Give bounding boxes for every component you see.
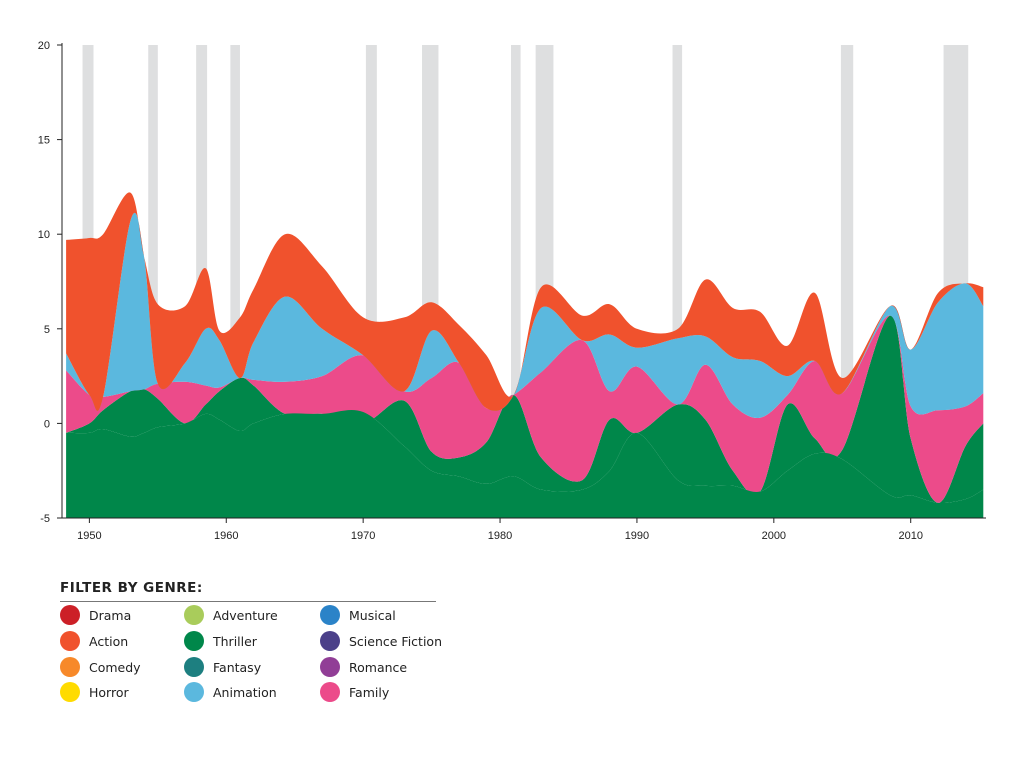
genre-filter-adventure[interactable]: Adventure: [184, 605, 278, 625]
genre-label: Animation: [213, 684, 277, 700]
genre-label: Drama: [89, 607, 132, 623]
genre-label: Romance: [349, 659, 408, 675]
y-tick-label: 10: [38, 229, 50, 241]
genre-filter-animation[interactable]: Animation: [184, 682, 277, 702]
highlight-band: [365, 45, 377, 424]
genre-color-dot-icon: [320, 605, 340, 625]
genre-filter-musical[interactable]: Musical: [320, 605, 396, 625]
genre-label: Action: [89, 633, 129, 649]
x-tick-label: 1950: [77, 530, 101, 542]
highlight-band: [196, 45, 208, 424]
area-family: [66, 315, 984, 503]
genre-label: Adventure: [213, 607, 278, 623]
genre-label: Family: [349, 684, 390, 700]
x-tick-label: 1960: [214, 530, 238, 542]
genre-color-dot-icon: [184, 682, 204, 702]
highlight-band: [672, 45, 683, 424]
genre-color-dot-icon: [184, 657, 204, 677]
genre-label: Science Fiction: [349, 633, 442, 649]
x-tick-label: 2000: [762, 530, 786, 542]
x-tick-label: 1990: [625, 530, 649, 542]
area-action: [66, 192, 984, 411]
area-animation: [66, 212, 984, 418]
genre-filter-drama[interactable]: Drama: [60, 605, 131, 625]
area-thriller-base: [66, 410, 984, 518]
genre-filter-action[interactable]: Action: [60, 631, 128, 651]
highlight-band: [148, 45, 158, 424]
filter-title: FILTER BY GENRE:: [60, 580, 436, 602]
genre-label: Thriller: [213, 633, 257, 649]
streamgraph-chart: -5 0 5 10 15 20 1950 1960 1970 1980 1990 2000 2010: [38, 40, 986, 542]
genre-label: Horror: [89, 684, 129, 700]
genre-filter-family[interactable]: Family: [320, 682, 389, 702]
genre-areas: [66, 192, 984, 518]
highlight-band: [510, 45, 521, 424]
genre-color-dot-icon: [60, 631, 80, 651]
genre-filter-romance[interactable]: Romance: [320, 657, 407, 677]
genre-color-dot-icon: [184, 631, 204, 651]
y-tick-label: 20: [38, 40, 50, 52]
genre-filter-horror[interactable]: Horror: [60, 682, 129, 702]
axes: -5 0 5 10 15 20 1950 1960 1970 1980 1990 2000 2010: [38, 40, 986, 542]
genre-filter-fantasy[interactable]: Fantasy: [184, 657, 261, 677]
genre-color-dot-icon: [184, 605, 204, 625]
highlight-band: [230, 45, 240, 424]
genre-filter-comedy[interactable]: Comedy: [60, 657, 141, 677]
genre-filter-panel: FILTER BY GENRE: Drama Action Comedy Horror…: [60, 580, 442, 702]
genre-label: Musical: [349, 607, 396, 623]
genre-color-dot-icon: [320, 657, 340, 677]
genre-filter-science-fiction[interactable]: Science Fiction: [320, 631, 442, 651]
x-tick-label: 2010: [898, 530, 922, 542]
x-tick-label: 1970: [351, 530, 375, 542]
y-tick-label: 5: [44, 324, 50, 336]
y-tick-label: 0: [44, 418, 50, 430]
genre-label: Fantasy: [213, 659, 262, 675]
genre-color-dot-icon: [320, 682, 340, 702]
genre-color-dot-icon: [60, 682, 80, 702]
genre-label: Comedy: [89, 659, 141, 675]
genre-color-dot-icon: [60, 605, 80, 625]
y-tick-label: 15: [38, 135, 50, 147]
y-tick-label: -5: [40, 513, 50, 525]
genre-color-dot-icon: [320, 631, 340, 651]
genre-filter-thriller[interactable]: Thriller: [184, 631, 257, 651]
highlight-band: [840, 45, 854, 424]
x-tick-label: 1980: [488, 530, 512, 542]
area-thriller: [66, 315, 984, 504]
genre-color-dot-icon: [60, 657, 80, 677]
highlight-band: [82, 45, 94, 424]
